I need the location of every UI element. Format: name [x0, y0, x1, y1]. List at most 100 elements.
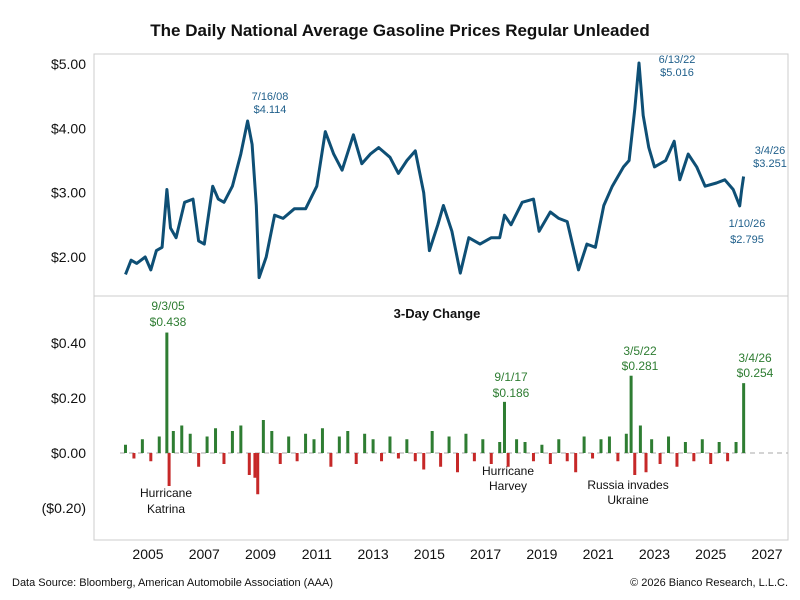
change-bar — [658, 453, 662, 464]
change-bar — [464, 433, 468, 453]
change-bar — [295, 453, 299, 462]
price-annotations: 7/16/08$4.114 6/13/22$5.016 3/4/26$3.251 1/… — [252, 54, 787, 246]
change-annotation-value: $0.254 — [737, 366, 774, 380]
change-bar — [380, 453, 384, 462]
change-y-tick-label: $0.40 — [51, 335, 86, 351]
change-bar — [363, 433, 367, 453]
change-bar — [650, 439, 654, 453]
event-label-line2: Ukraine — [607, 493, 649, 507]
change-bar — [638, 425, 642, 453]
change-bar — [629, 375, 633, 453]
change-bar — [205, 436, 209, 453]
change-bar — [574, 453, 578, 473]
change-bar — [489, 453, 493, 464]
change-bar — [222, 453, 226, 464]
change-bar — [278, 453, 282, 464]
change-bar — [472, 453, 476, 462]
change-bar — [675, 453, 679, 467]
chart-title: The Daily National Average Gasoline Pric… — [150, 21, 649, 40]
price-annotation-value: $5.016 — [660, 67, 694, 79]
change-bar — [188, 433, 192, 453]
change-annotation-value: $0.281 — [622, 359, 659, 373]
change-bar — [167, 453, 171, 486]
change-y-tick-label: ($0.20) — [42, 500, 86, 516]
change-bar — [270, 431, 274, 453]
change-panel-title: 3-Day Change — [394, 306, 481, 321]
x-axis: 2005 2007 2009 2011 2013 2015 2017 2019 2021 2023… — [132, 546, 782, 562]
change-bar — [346, 431, 350, 453]
change-bar — [171, 431, 175, 453]
price-annotation-value: $3.251 — [753, 158, 787, 170]
change-bar — [502, 401, 506, 453]
change-bar — [506, 453, 510, 467]
change-bar — [261, 420, 265, 453]
change-bar — [430, 431, 434, 453]
change-bar — [742, 383, 746, 453]
change-bar — [157, 436, 161, 453]
change-bar — [197, 453, 201, 467]
change-bar — [405, 439, 409, 453]
event-label-line1: Russia invades — [587, 478, 668, 492]
change-bar — [320, 428, 324, 453]
x-tick-label: 2019 — [526, 546, 557, 562]
change-bar — [591, 453, 595, 459]
change-bar — [329, 453, 333, 467]
x-tick-label: 2013 — [358, 546, 389, 562]
change-bar — [180, 425, 184, 453]
price-annotation-date: 6/13/22 — [659, 54, 696, 66]
price-y-tick-label: $4.00 — [51, 120, 86, 136]
price-annotation-date: 1/10/26 — [729, 218, 766, 230]
change-bar — [726, 453, 730, 462]
change-bar — [531, 453, 535, 462]
change-bar — [354, 453, 358, 464]
x-tick-label: 2021 — [583, 546, 614, 562]
x-tick-label: 2015 — [414, 546, 445, 562]
change-annotation-date: 9/3/05 — [151, 299, 185, 313]
change-bar — [498, 442, 502, 453]
change-bar — [700, 439, 704, 453]
change-bar — [633, 453, 637, 475]
change-bar — [565, 453, 569, 462]
event-label-line2: Katrina — [147, 502, 185, 516]
price-annotation-date: 3/4/26 — [755, 145, 786, 157]
change-bar — [683, 442, 687, 453]
x-tick-label: 2005 — [132, 546, 163, 562]
change-annotation-value: $0.438 — [150, 315, 187, 329]
change-bar — [692, 453, 696, 462]
price-y-tick-label: $2.00 — [51, 249, 86, 265]
change-bar — [371, 439, 375, 453]
change-bar — [709, 453, 713, 464]
change-bar — [624, 433, 628, 453]
copyright-note: © 2026 Bianco Research, L.L.C. — [630, 577, 788, 589]
change-bar — [149, 453, 153, 462]
change-y-axis: $0.40 $0.20 $0.00 ($0.20) — [42, 335, 87, 516]
change-annotation-date: 3/5/22 — [623, 344, 657, 358]
change-bar — [214, 428, 218, 453]
change-bar — [644, 453, 648, 473]
change-bar — [734, 442, 738, 453]
change-annotation-date: 9/1/17 — [494, 370, 528, 384]
change-bar — [165, 332, 169, 453]
x-tick-label: 2017 — [470, 546, 501, 562]
change-annotations: 9/3/05 $0.438 9/1/17 $0.186 3/5/22$0.281 3/4/… — [150, 299, 774, 400]
price-panel-frame — [93, 53, 789, 297]
change-bar — [253, 453, 257, 478]
change-bar — [422, 453, 426, 470]
change-bar — [557, 439, 561, 453]
price-y-axis: $2.00 $3.00 $4.00 $5.00 — [51, 56, 86, 265]
event-label-line1: Hurricane — [140, 486, 192, 500]
x-tick-label: 2025 — [695, 546, 726, 562]
change-bar — [287, 436, 291, 453]
change-bar — [413, 453, 417, 462]
change-bar — [230, 431, 234, 453]
change-bar — [132, 453, 136, 459]
change-y-tick-label: $0.00 — [51, 445, 86, 461]
change-bar — [439, 453, 443, 467]
change-bar — [540, 444, 544, 453]
event-label-line2: Harvey — [489, 479, 527, 493]
x-tick-label: 2027 — [751, 546, 782, 562]
x-tick-label: 2011 — [302, 546, 332, 562]
change-bar — [667, 436, 671, 453]
